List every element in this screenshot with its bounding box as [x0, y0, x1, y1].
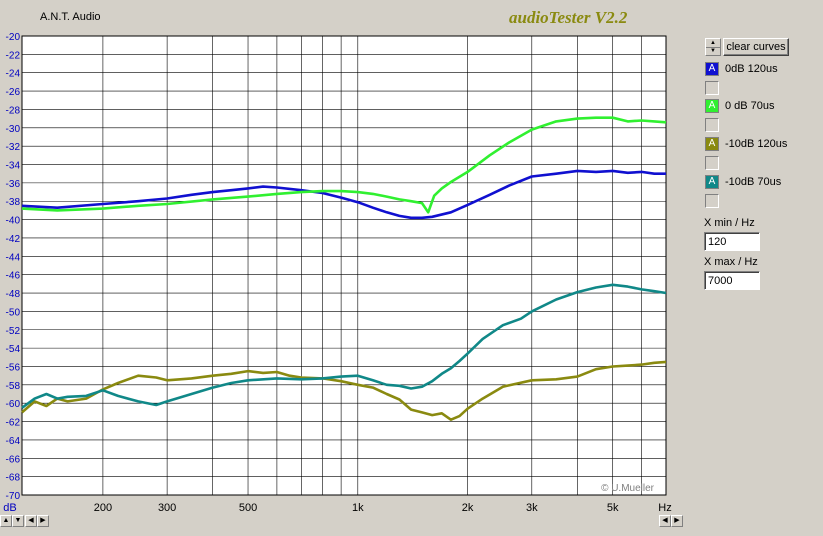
series-layer [21, 116, 667, 422]
legend-label-minus10db-120us: -10dB 120us [725, 138, 788, 150]
spinner-down-icon[interactable]: ▼ [710, 48, 716, 54]
y-tick-label: -62 [6, 418, 21, 429]
y-tick-label: -58 [6, 381, 21, 392]
y-tick-label: -38 [6, 197, 21, 208]
x-scroll-left-button[interactable]: ◀ [25, 515, 37, 527]
legend-slot-empty[interactable] [705, 156, 719, 170]
y-tick-label: -20 [6, 32, 21, 43]
y-tick-label: -70 [6, 491, 21, 502]
y-tick-label: -42 [6, 234, 21, 245]
series-line--10dB-70us [21, 283, 667, 409]
legend-label-0db-70us: 0 dB 70us [725, 100, 775, 112]
x-tick-label: 5k [607, 502, 619, 514]
y-tick-label: -34 [6, 161, 21, 172]
x-scroll-right-button[interactable]: ▶ [37, 515, 49, 527]
legend-slot-empty[interactable] [705, 118, 719, 132]
y-tick-label: -24 [6, 69, 21, 80]
x-scroll-right-button-right[interactable]: ▶ [671, 515, 683, 527]
x-tick-label: 300 [158, 502, 176, 514]
company-label: A.N.T. Audio [40, 11, 101, 23]
right-panel: ▲ ▼ clear curves A 0dB 120us A 0 dB 70us… [700, 0, 823, 536]
y-axis-unit: dB [3, 502, 16, 514]
x-tick-labels: 200 300 500 1k 2k 3k 5k [94, 502, 619, 514]
y-tick-label: -56 [6, 362, 21, 373]
y-tick-label: -26 [6, 87, 21, 98]
y-tick-label: -30 [6, 124, 21, 135]
watermark: © U.Mueller [601, 483, 655, 494]
y-tick-label: -46 [6, 271, 21, 282]
plot-area [21, 35, 667, 496]
y-tick-label: -44 [6, 252, 21, 263]
legend-swatch-0db-70us[interactable]: A [705, 99, 719, 113]
y-tick-label: -52 [6, 326, 21, 337]
y-tick-label: -66 [6, 454, 21, 465]
y-tick-label: -32 [6, 142, 21, 153]
legend-label-0db-120us: 0dB 120us [725, 63, 778, 75]
legend-swatch-minus10db-120us[interactable]: A [705, 137, 719, 151]
x-tick-label: 2k [462, 502, 474, 514]
y-tick-label: -36 [6, 179, 21, 190]
y-tick-label: -48 [6, 289, 21, 300]
curve-spinner[interactable]: ▲ ▼ [705, 38, 721, 56]
xmin-input[interactable] [704, 232, 760, 251]
y-tick-label: -54 [6, 344, 21, 355]
app-title: audioTester V2.2 [509, 8, 628, 27]
xmin-label: X min / Hz [704, 217, 755, 229]
xmax-label: X max / Hz [704, 256, 758, 268]
x-tick-label: 200 [94, 502, 112, 514]
series-line-0dB-120us [21, 169, 666, 220]
y-scroll-up-button[interactable]: ▲ [0, 515, 12, 527]
series-line--10dB-120us [21, 360, 667, 422]
legend-slot-empty[interactable] [705, 81, 719, 95]
legend-slot-empty[interactable] [705, 194, 719, 208]
x-tick-label: 1k [352, 502, 364, 514]
clear-curves-button[interactable]: clear curves [723, 38, 789, 56]
x-scroll-left-button-right[interactable]: ◀ [659, 515, 671, 527]
spinner-up-icon[interactable]: ▲ [706, 39, 720, 48]
x-tick-label: 3k [526, 502, 538, 514]
y-tick-label: -28 [6, 105, 21, 116]
legend-swatch-0db-120us[interactable]: A [705, 62, 719, 76]
y-tick-label: -68 [6, 473, 21, 484]
y-scroll-down-button[interactable]: ▼ [12, 515, 24, 527]
y-tick-label: -60 [6, 399, 21, 410]
legend-swatch-minus10db-70us[interactable]: A [705, 175, 719, 189]
y-tick-label: -50 [6, 307, 21, 318]
x-tick-label: 500 [239, 502, 257, 514]
legend-label-minus10db-70us: -10dB 70us [725, 176, 782, 188]
grid [22, 35, 667, 496]
y-tick-label: -22 [6, 50, 21, 61]
y-tick-label: -40 [6, 216, 21, 227]
series-line-0-dB-70us [21, 116, 667, 214]
y-tick-labels: -20 -22 -24 -26 -28 -30 -32 -34 -36 -38 -40 -42 -44 -… [6, 32, 21, 502]
xmax-input[interactable] [704, 271, 760, 290]
y-tick-label: -64 [6, 436, 21, 447]
x-axis-unit: Hz [658, 502, 671, 514]
